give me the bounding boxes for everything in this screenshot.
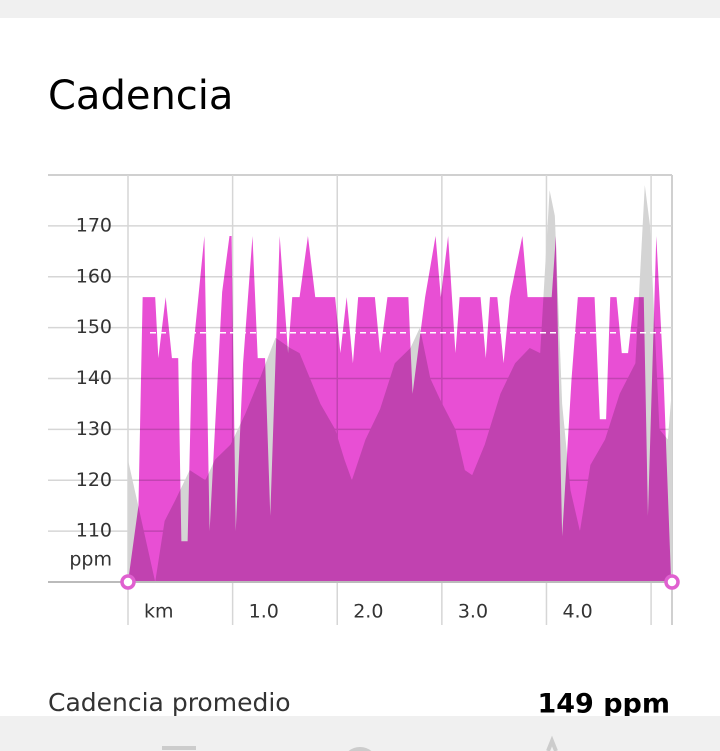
x-tick-label: 4.0 [562,601,592,623]
nav-icon[interactable] [162,746,196,750]
range-handle[interactable] [120,574,136,590]
y-tick-label: 110 [76,520,112,542]
area [128,236,671,583]
x-tick-label: 2.0 [353,601,383,623]
nav-icon[interactable] [546,735,558,751]
range-handle[interactable] [664,574,680,590]
y-tick-label: 160 [76,265,112,287]
average-name: Cadencia promedio [48,688,291,717]
y-tick-label: 170 [76,214,112,236]
chart: 110 120 130 140 150 160 170 ppm km 1.0 2.0 3.0 4.0 [48,174,680,625]
x-tick-label: km [144,601,174,623]
y-unit-label: ppm [69,549,112,571]
nav-icon[interactable] [344,747,376,751]
y-tick-label: 120 [76,469,112,491]
x-tick-label: 1.0 [249,601,279,623]
chart-title: Cadencia [48,73,233,119]
x-tick-label: 3.0 [458,601,488,623]
average-value: 149 ppm [537,689,670,720]
y-tick-label: 140 [76,367,112,389]
y-tick-label: 130 [76,418,112,440]
y-tick-label: 150 [76,316,112,338]
top-bar [0,0,720,18]
bottom-nav [0,716,720,751]
